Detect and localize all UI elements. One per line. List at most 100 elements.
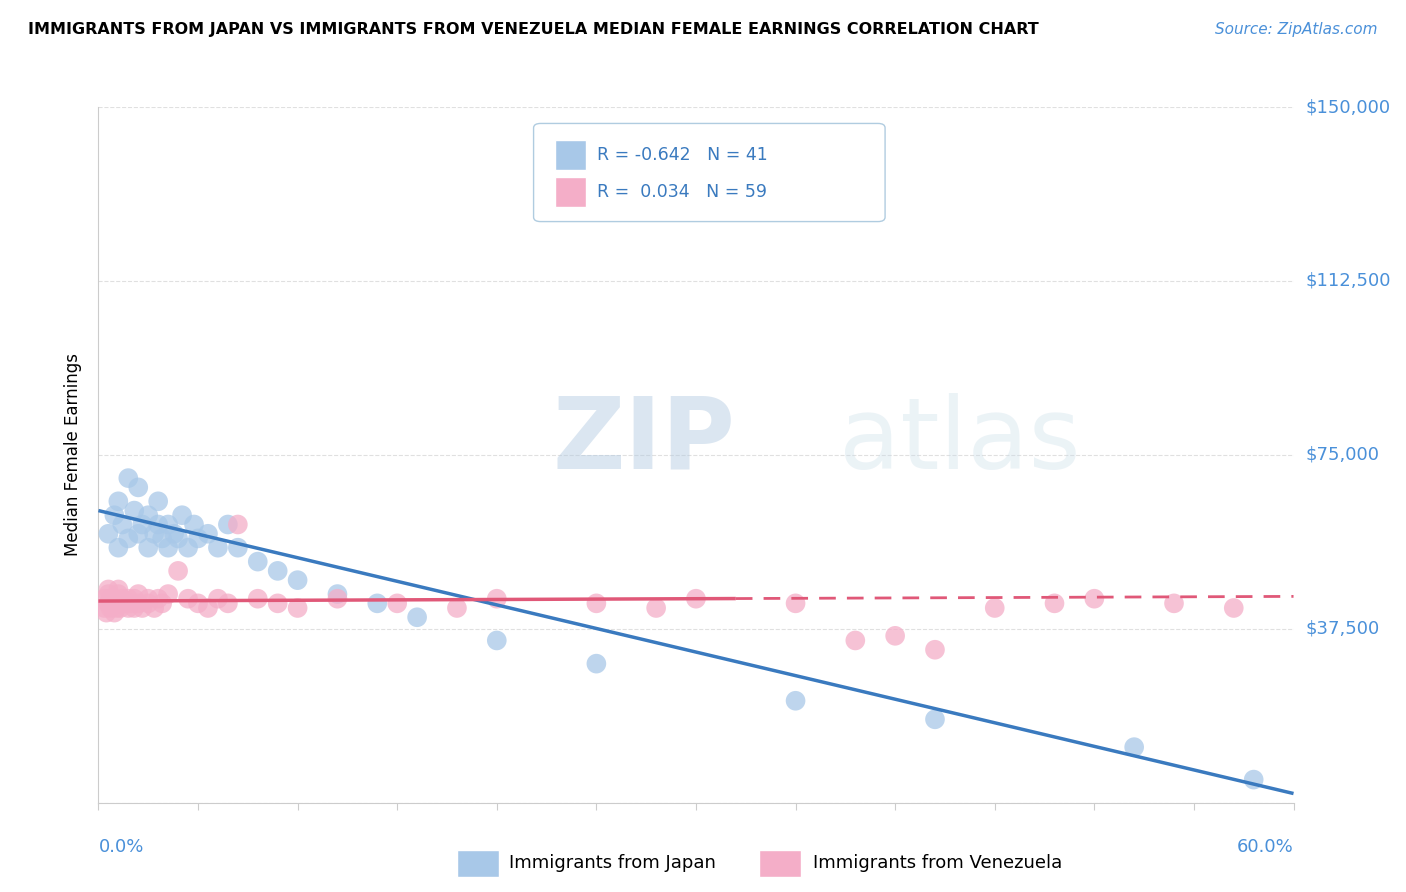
Point xyxy=(326,587,349,601)
Text: ZIP: ZIP xyxy=(553,392,735,490)
Point xyxy=(148,494,170,508)
Point xyxy=(172,508,194,523)
Point xyxy=(107,596,129,610)
Text: Source: ZipAtlas.com: Source: ZipAtlas.com xyxy=(1215,22,1378,37)
Point xyxy=(136,596,159,610)
Point xyxy=(97,582,120,597)
Point xyxy=(485,633,508,648)
Point xyxy=(127,526,149,541)
Point xyxy=(1123,740,1146,755)
Y-axis label: Median Female Earnings: Median Female Earnings xyxy=(65,353,83,557)
Point xyxy=(111,596,134,610)
Text: Immigrants from Japan: Immigrants from Japan xyxy=(509,855,716,872)
Point xyxy=(177,541,200,555)
Point xyxy=(97,526,120,541)
Point xyxy=(183,517,205,532)
Point xyxy=(983,601,1005,615)
Point xyxy=(107,582,129,597)
Point xyxy=(127,480,149,494)
Point xyxy=(1083,591,1105,606)
Point xyxy=(127,587,149,601)
Text: 0.0%: 0.0% xyxy=(98,838,143,855)
Point xyxy=(136,541,159,555)
Point xyxy=(326,591,349,606)
Point xyxy=(1243,772,1265,787)
Point xyxy=(148,591,170,606)
Point xyxy=(163,526,186,541)
Point xyxy=(93,601,115,615)
Point xyxy=(143,526,166,541)
Point xyxy=(96,606,118,620)
Point xyxy=(117,591,139,606)
Point xyxy=(98,591,122,606)
Point xyxy=(157,541,180,555)
Point xyxy=(107,541,129,555)
Point xyxy=(1163,596,1185,610)
Point xyxy=(226,541,249,555)
Point xyxy=(207,591,229,606)
Point xyxy=(177,591,200,606)
Point xyxy=(287,573,309,587)
Text: 60.0%: 60.0% xyxy=(1237,838,1294,855)
Point xyxy=(111,591,134,606)
Point xyxy=(98,601,122,615)
Point xyxy=(150,596,173,610)
Point xyxy=(148,517,170,532)
Point xyxy=(366,596,388,610)
Point xyxy=(785,596,807,610)
Point xyxy=(103,606,125,620)
Point xyxy=(127,596,149,610)
Point xyxy=(97,596,120,610)
Point xyxy=(1222,601,1246,615)
Point xyxy=(207,541,229,555)
Point xyxy=(246,555,269,569)
Point xyxy=(446,601,468,615)
Point xyxy=(385,596,409,610)
Point xyxy=(884,629,907,643)
Point xyxy=(217,596,239,610)
Point xyxy=(167,564,190,578)
Point xyxy=(124,601,146,615)
Text: $75,000: $75,000 xyxy=(1305,446,1379,464)
Point xyxy=(1043,596,1066,610)
Point xyxy=(117,471,139,485)
Point xyxy=(117,532,139,546)
Point xyxy=(287,601,309,615)
Point xyxy=(150,532,173,546)
Text: IMMIGRANTS FROM JAPAN VS IMMIGRANTS FROM VENEZUELA MEDIAN FEMALE EARNINGS CORREL: IMMIGRANTS FROM JAPAN VS IMMIGRANTS FROM… xyxy=(28,22,1039,37)
Point xyxy=(217,517,239,532)
Point xyxy=(124,503,146,517)
Point xyxy=(924,642,946,657)
Point xyxy=(105,601,128,615)
Text: atlas: atlas xyxy=(839,392,1081,490)
Text: $112,500: $112,500 xyxy=(1305,272,1391,290)
Point xyxy=(785,694,807,708)
Point xyxy=(107,587,129,601)
Point xyxy=(187,596,209,610)
Text: $37,500: $37,500 xyxy=(1305,620,1379,638)
Point xyxy=(685,591,707,606)
Point xyxy=(157,587,180,601)
Point xyxy=(107,494,129,508)
Point xyxy=(485,591,508,606)
Text: R = -0.642   N = 41: R = -0.642 N = 41 xyxy=(596,145,768,163)
Point xyxy=(111,517,134,532)
Point xyxy=(112,596,135,610)
Point xyxy=(645,601,668,615)
Text: $150,000: $150,000 xyxy=(1305,98,1391,116)
Point xyxy=(136,591,159,606)
Point xyxy=(406,610,429,624)
Point xyxy=(120,596,142,610)
Text: R =  0.034   N = 59: R = 0.034 N = 59 xyxy=(596,183,766,201)
Point xyxy=(103,508,125,523)
Point xyxy=(131,601,153,615)
Point xyxy=(124,591,146,606)
Point xyxy=(197,526,219,541)
Point xyxy=(585,657,607,671)
Point xyxy=(136,508,159,523)
Point xyxy=(117,601,139,615)
Point xyxy=(246,591,269,606)
Point xyxy=(110,601,132,615)
Point xyxy=(267,596,290,610)
Point xyxy=(93,591,115,606)
